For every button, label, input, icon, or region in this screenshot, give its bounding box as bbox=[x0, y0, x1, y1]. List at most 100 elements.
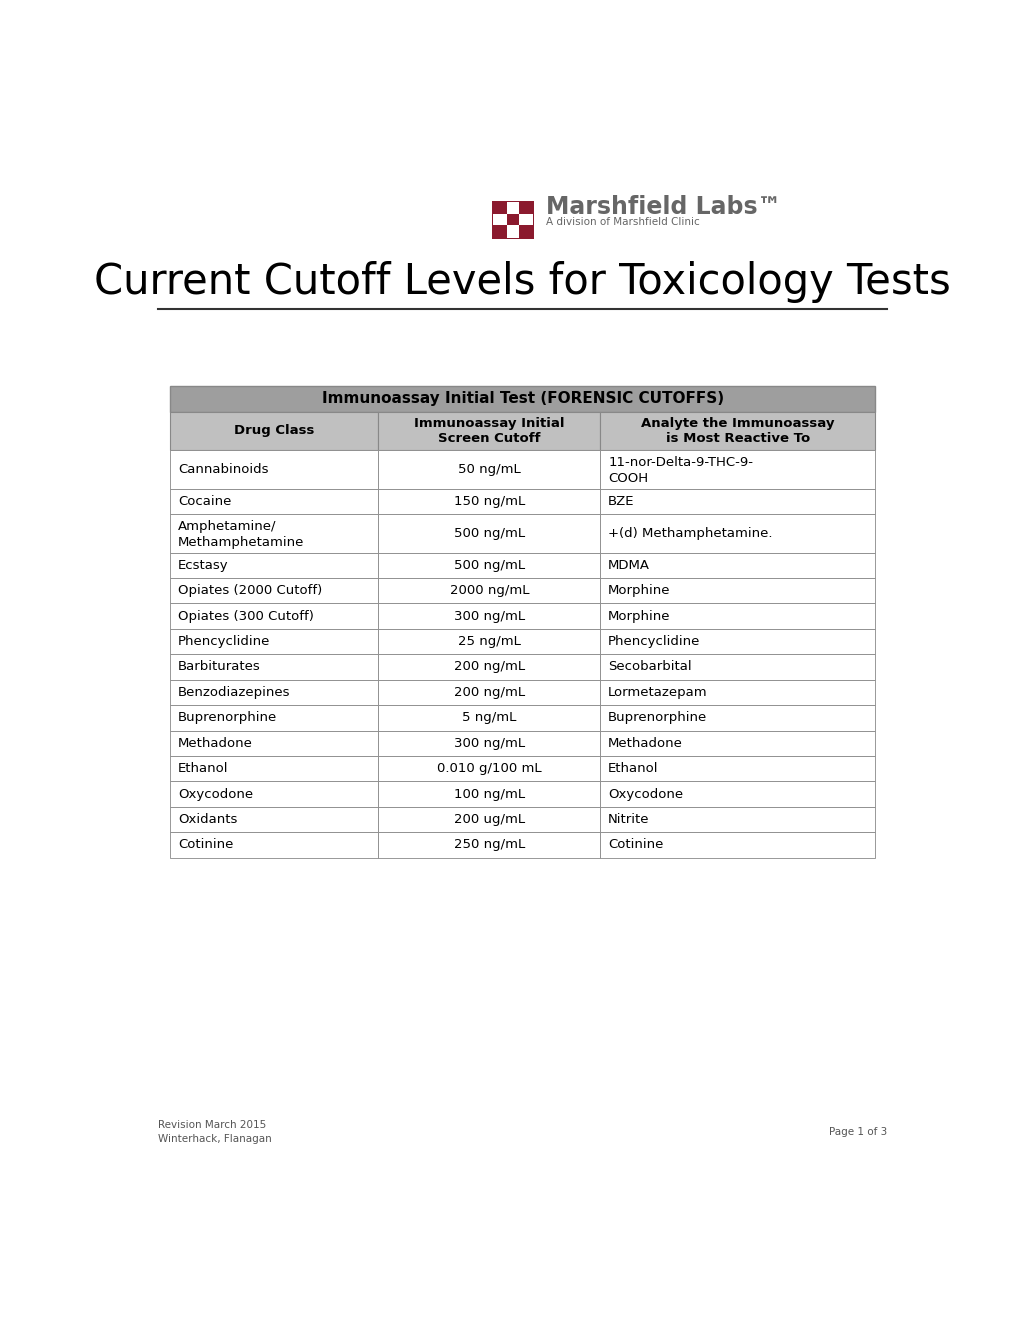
Text: 100 ng/mL: 100 ng/mL bbox=[453, 788, 525, 800]
Text: Page 1 of 3: Page 1 of 3 bbox=[828, 1127, 887, 1138]
Text: Current Cutoff Levels for Toxicology Tests: Current Cutoff Levels for Toxicology Tes… bbox=[95, 260, 950, 302]
Text: MDMA: MDMA bbox=[607, 558, 649, 572]
FancyBboxPatch shape bbox=[491, 201, 534, 239]
FancyBboxPatch shape bbox=[600, 756, 874, 781]
FancyBboxPatch shape bbox=[600, 730, 874, 756]
FancyBboxPatch shape bbox=[378, 680, 600, 705]
Text: 300 ng/mL: 300 ng/mL bbox=[453, 737, 525, 750]
FancyBboxPatch shape bbox=[506, 214, 518, 224]
FancyBboxPatch shape bbox=[378, 603, 600, 628]
Text: Revision March 2015
Winterhack, Flanagan: Revision March 2015 Winterhack, Flanagan bbox=[158, 1121, 272, 1144]
FancyBboxPatch shape bbox=[170, 488, 378, 515]
Text: Methadone: Methadone bbox=[607, 737, 683, 750]
Text: BZE: BZE bbox=[607, 495, 634, 508]
Text: Opiates (2000 Cutoff): Opiates (2000 Cutoff) bbox=[177, 585, 322, 597]
Text: Cotinine: Cotinine bbox=[607, 838, 662, 851]
Text: 200 ng/mL: 200 ng/mL bbox=[453, 686, 525, 698]
FancyBboxPatch shape bbox=[378, 705, 600, 730]
Text: 150 ng/mL: 150 ng/mL bbox=[453, 495, 525, 508]
Text: 2000 ng/mL: 2000 ng/mL bbox=[449, 585, 529, 597]
Text: 500 ng/mL: 500 ng/mL bbox=[453, 527, 525, 540]
Text: Cotinine: Cotinine bbox=[177, 838, 233, 851]
Text: Marshfield Labs™: Marshfield Labs™ bbox=[545, 195, 781, 219]
Text: Immunoassay Initial
Screen Cutoff: Immunoassay Initial Screen Cutoff bbox=[414, 417, 564, 445]
FancyBboxPatch shape bbox=[170, 385, 874, 412]
Text: Opiates (300 Cutoff): Opiates (300 Cutoff) bbox=[177, 610, 314, 623]
Text: Oxycodone: Oxycodone bbox=[177, 788, 253, 800]
FancyBboxPatch shape bbox=[378, 450, 600, 488]
FancyBboxPatch shape bbox=[170, 412, 378, 450]
FancyBboxPatch shape bbox=[600, 553, 874, 578]
FancyBboxPatch shape bbox=[600, 781, 874, 807]
FancyBboxPatch shape bbox=[170, 553, 378, 578]
FancyBboxPatch shape bbox=[600, 680, 874, 705]
FancyBboxPatch shape bbox=[378, 553, 600, 578]
FancyBboxPatch shape bbox=[378, 832, 600, 858]
FancyBboxPatch shape bbox=[378, 578, 600, 603]
Text: 500 ng/mL: 500 ng/mL bbox=[453, 558, 525, 572]
Text: Buprenorphine: Buprenorphine bbox=[607, 711, 706, 725]
Text: Lormetazepam: Lormetazepam bbox=[607, 686, 707, 698]
FancyBboxPatch shape bbox=[600, 578, 874, 603]
Text: +(d) Methamphetamine.: +(d) Methamphetamine. bbox=[607, 527, 771, 540]
FancyBboxPatch shape bbox=[378, 730, 600, 756]
Text: 50 ng/mL: 50 ng/mL bbox=[458, 463, 520, 477]
FancyBboxPatch shape bbox=[170, 515, 378, 553]
Text: Morphine: Morphine bbox=[607, 610, 669, 623]
FancyBboxPatch shape bbox=[170, 756, 378, 781]
Text: 25 ng/mL: 25 ng/mL bbox=[458, 635, 520, 648]
FancyBboxPatch shape bbox=[170, 730, 378, 756]
FancyBboxPatch shape bbox=[170, 781, 378, 807]
FancyBboxPatch shape bbox=[170, 628, 378, 655]
Text: Immunoassay Initial Test (FORENSIC CUTOFFS): Immunoassay Initial Test (FORENSIC CUTOF… bbox=[321, 391, 723, 407]
FancyBboxPatch shape bbox=[600, 705, 874, 730]
FancyBboxPatch shape bbox=[170, 655, 378, 680]
Text: Morphine: Morphine bbox=[607, 585, 669, 597]
Text: Oxidants: Oxidants bbox=[177, 813, 237, 826]
FancyBboxPatch shape bbox=[600, 450, 874, 488]
FancyBboxPatch shape bbox=[378, 756, 600, 781]
FancyBboxPatch shape bbox=[600, 655, 874, 680]
Text: Cannabinoids: Cannabinoids bbox=[177, 463, 268, 477]
FancyBboxPatch shape bbox=[600, 603, 874, 628]
FancyBboxPatch shape bbox=[600, 412, 874, 450]
FancyBboxPatch shape bbox=[170, 832, 378, 858]
FancyBboxPatch shape bbox=[170, 705, 378, 730]
FancyBboxPatch shape bbox=[378, 807, 600, 832]
Text: Nitrite: Nitrite bbox=[607, 813, 649, 826]
FancyBboxPatch shape bbox=[170, 578, 378, 603]
Text: 250 ng/mL: 250 ng/mL bbox=[453, 838, 525, 851]
Text: Cocaine: Cocaine bbox=[177, 495, 231, 508]
Text: 300 ng/mL: 300 ng/mL bbox=[453, 610, 525, 623]
Text: Secobarbital: Secobarbital bbox=[607, 660, 691, 673]
FancyBboxPatch shape bbox=[378, 515, 600, 553]
FancyBboxPatch shape bbox=[378, 412, 600, 450]
FancyBboxPatch shape bbox=[378, 655, 600, 680]
FancyBboxPatch shape bbox=[170, 603, 378, 628]
Text: Buprenorphine: Buprenorphine bbox=[177, 711, 277, 725]
FancyBboxPatch shape bbox=[600, 807, 874, 832]
FancyBboxPatch shape bbox=[600, 628, 874, 655]
Text: Amphetamine/
Methamphetamine: Amphetamine/ Methamphetamine bbox=[177, 520, 304, 549]
Text: Ecstasy: Ecstasy bbox=[177, 558, 228, 572]
Text: Phencyclidine: Phencyclidine bbox=[177, 635, 270, 648]
Text: 11-nor-Delta-9-THC-9-
COOH: 11-nor-Delta-9-THC-9- COOH bbox=[607, 455, 752, 484]
FancyBboxPatch shape bbox=[493, 214, 532, 224]
Text: Barbiturates: Barbiturates bbox=[177, 660, 261, 673]
Text: 5 ng/mL: 5 ng/mL bbox=[462, 711, 516, 725]
FancyBboxPatch shape bbox=[170, 807, 378, 832]
Text: 0.010 g/100 mL: 0.010 g/100 mL bbox=[436, 762, 541, 775]
Text: Benzodiazepines: Benzodiazepines bbox=[177, 686, 290, 698]
FancyBboxPatch shape bbox=[170, 450, 378, 488]
FancyBboxPatch shape bbox=[600, 515, 874, 553]
Text: A division of Marshfield Clinic: A division of Marshfield Clinic bbox=[545, 218, 699, 227]
Text: Oxycodone: Oxycodone bbox=[607, 788, 683, 800]
Text: Drug Class: Drug Class bbox=[233, 425, 314, 437]
Text: Ethanol: Ethanol bbox=[607, 762, 658, 775]
Text: Analyte the Immunoassay
is Most Reactive To: Analyte the Immunoassay is Most Reactive… bbox=[641, 417, 834, 445]
FancyBboxPatch shape bbox=[600, 832, 874, 858]
Text: 200 ng/mL: 200 ng/mL bbox=[453, 660, 525, 673]
FancyBboxPatch shape bbox=[170, 680, 378, 705]
FancyBboxPatch shape bbox=[378, 781, 600, 807]
FancyBboxPatch shape bbox=[378, 628, 600, 655]
